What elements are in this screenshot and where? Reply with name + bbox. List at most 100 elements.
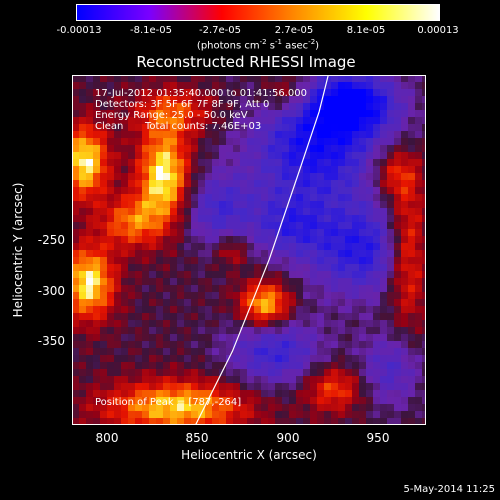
heatmap-cell <box>212 292 219 299</box>
heatmap-cell <box>114 299 121 306</box>
heatmap-cell <box>93 404 100 411</box>
heatmap-cell <box>184 327 191 334</box>
heatmap-cell <box>177 376 184 383</box>
heatmap-cell <box>373 103 380 110</box>
heatmap-cell <box>282 180 289 187</box>
heatmap-cell <box>191 264 198 271</box>
heatmap-cell <box>100 362 107 369</box>
heatmap-cell <box>366 243 373 250</box>
heatmap-cell <box>226 355 233 362</box>
heatmap-cell <box>303 376 310 383</box>
heatmap-cell <box>268 229 275 236</box>
heatmap-cell <box>135 299 142 306</box>
heatmap-cell <box>387 341 394 348</box>
heatmap-cell <box>198 341 205 348</box>
heatmap-cell <box>205 173 212 180</box>
heatmap-cell <box>72 313 79 320</box>
heatmap-cell <box>394 418 401 425</box>
heatmap-cell <box>198 334 205 341</box>
heatmap-cell <box>93 152 100 159</box>
heatmap-cell <box>170 75 177 82</box>
heatmap-cell <box>303 397 310 404</box>
heatmap-cell <box>296 103 303 110</box>
heatmap-cell <box>233 411 240 418</box>
heatmap-cell <box>310 236 317 243</box>
heatmap-cell <box>401 208 408 215</box>
heatmap-cell <box>352 180 359 187</box>
heatmap-cell <box>387 404 394 411</box>
heatmap-cell <box>331 250 338 257</box>
heatmap-cell <box>128 194 135 201</box>
heatmap-cell <box>128 362 135 369</box>
heatmap-cell <box>422 397 426 404</box>
heatmap-cell <box>184 271 191 278</box>
heatmap-cell <box>275 376 282 383</box>
heatmap-cell <box>310 376 317 383</box>
heatmap-cell <box>219 411 226 418</box>
heatmap-cell <box>303 278 310 285</box>
heatmap-cell <box>310 383 317 390</box>
heatmap-cell <box>387 369 394 376</box>
heatmap-cell <box>163 285 170 292</box>
heatmap-cell <box>387 229 394 236</box>
heatmap-cell <box>170 89 177 96</box>
heatmap-cell <box>100 369 107 376</box>
heatmap-cell <box>121 152 128 159</box>
heatmap-cell <box>394 306 401 313</box>
heatmap-cell <box>226 138 233 145</box>
heatmap-cell <box>86 418 93 425</box>
heatmap-cell <box>142 166 149 173</box>
heatmap-cell <box>394 201 401 208</box>
heatmap-cell <box>359 278 366 285</box>
heatmap-cell <box>394 264 401 271</box>
heatmap-cell <box>359 404 366 411</box>
heatmap-cell <box>296 404 303 411</box>
heatmap-cell <box>303 208 310 215</box>
heatmap-cell <box>142 131 149 138</box>
heatmap-cell <box>387 166 394 173</box>
heatmap-cell <box>275 89 282 96</box>
heatmap-cell <box>289 138 296 145</box>
heatmap-cell <box>233 355 240 362</box>
heatmap-cell <box>156 208 163 215</box>
heatmap-cell <box>114 264 121 271</box>
heatmap-cell <box>184 320 191 327</box>
heatmap-cell <box>135 166 142 173</box>
heatmap-cell <box>331 320 338 327</box>
heatmap-cell <box>100 180 107 187</box>
heatmap-cell <box>380 166 387 173</box>
heatmap-cell <box>366 250 373 257</box>
heatmap-cell <box>317 397 324 404</box>
heatmap-cell <box>282 278 289 285</box>
heatmap-cell <box>205 411 212 418</box>
heatmap-cell <box>408 222 415 229</box>
heatmap-cell <box>345 327 352 334</box>
heatmap-cell <box>310 229 317 236</box>
heatmap-cell <box>198 131 205 138</box>
colorbar-units: (photons cm-2 s-1 asec-2) <box>196 38 320 52</box>
heatmap-cell <box>317 306 324 313</box>
heatmap-cell <box>366 327 373 334</box>
heatmap-cell <box>142 82 149 89</box>
heatmap-cell <box>366 194 373 201</box>
heatmap-cell <box>114 341 121 348</box>
heatmap-cell <box>184 96 191 103</box>
heatmap-cell <box>345 397 352 404</box>
heatmap-cell <box>310 313 317 320</box>
heatmap-cell <box>275 292 282 299</box>
heatmap-cell <box>142 243 149 250</box>
heatmap-cell <box>401 341 408 348</box>
heatmap-cell <box>324 292 331 299</box>
heatmap-cell <box>198 96 205 103</box>
heatmap-cell <box>387 82 394 89</box>
heatmap-cell <box>79 236 86 243</box>
heatmap-cell <box>331 96 338 103</box>
heatmap-cell <box>338 166 345 173</box>
heatmap-cell <box>338 299 345 306</box>
heatmap-cell <box>198 180 205 187</box>
heatmap-cell <box>387 222 394 229</box>
heatmap-cell <box>219 383 226 390</box>
heatmap-cell <box>366 348 373 355</box>
heatmap-cell <box>415 271 422 278</box>
heatmap-cell <box>142 285 149 292</box>
